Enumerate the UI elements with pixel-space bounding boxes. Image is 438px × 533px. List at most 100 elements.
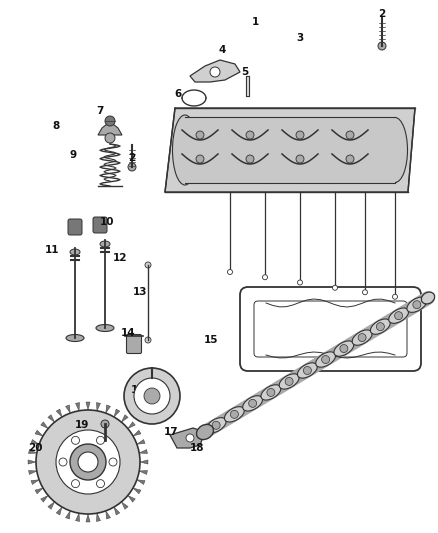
Polygon shape <box>35 488 43 494</box>
Polygon shape <box>66 405 70 413</box>
Ellipse shape <box>321 356 330 364</box>
Text: 17: 17 <box>164 427 178 437</box>
Polygon shape <box>86 402 90 410</box>
Polygon shape <box>96 402 100 411</box>
Circle shape <box>59 458 67 466</box>
Text: 14: 14 <box>121 328 135 338</box>
Text: 16: 16 <box>131 385 145 395</box>
Ellipse shape <box>382 117 407 182</box>
Ellipse shape <box>358 334 366 342</box>
Polygon shape <box>56 507 62 515</box>
Circle shape <box>145 337 151 343</box>
Circle shape <box>363 290 367 295</box>
Circle shape <box>134 378 170 414</box>
Text: 6: 6 <box>174 89 182 99</box>
Circle shape <box>71 480 80 488</box>
Polygon shape <box>31 440 39 444</box>
Circle shape <box>105 116 115 126</box>
Circle shape <box>186 434 194 442</box>
Circle shape <box>296 131 304 139</box>
Text: 11: 11 <box>45 245 59 255</box>
Polygon shape <box>28 449 37 454</box>
Ellipse shape <box>96 325 114 332</box>
Text: 15: 15 <box>204 335 218 345</box>
Ellipse shape <box>407 297 427 312</box>
Ellipse shape <box>224 407 244 422</box>
Polygon shape <box>56 409 62 417</box>
Circle shape <box>128 163 136 171</box>
Circle shape <box>124 368 180 424</box>
Text: 19: 19 <box>75 420 89 430</box>
Polygon shape <box>133 430 141 436</box>
Text: 10: 10 <box>100 217 114 227</box>
Text: 5: 5 <box>241 67 249 77</box>
Polygon shape <box>190 60 240 82</box>
Ellipse shape <box>340 344 348 352</box>
Ellipse shape <box>173 115 198 185</box>
Polygon shape <box>96 513 100 521</box>
Circle shape <box>70 444 106 480</box>
Polygon shape <box>128 496 135 502</box>
Circle shape <box>346 155 354 163</box>
Circle shape <box>96 437 105 445</box>
FancyBboxPatch shape <box>127 335 141 353</box>
Circle shape <box>346 131 354 139</box>
Circle shape <box>297 280 303 285</box>
Circle shape <box>210 67 220 77</box>
Polygon shape <box>114 507 120 515</box>
Text: 7: 7 <box>96 106 104 116</box>
Ellipse shape <box>66 335 84 342</box>
Polygon shape <box>66 511 70 519</box>
Polygon shape <box>31 480 39 484</box>
Text: 2: 2 <box>128 153 136 163</box>
Text: 18: 18 <box>190 443 204 453</box>
Polygon shape <box>137 440 145 444</box>
Circle shape <box>78 452 98 472</box>
Polygon shape <box>28 470 37 474</box>
Ellipse shape <box>285 377 293 385</box>
Ellipse shape <box>395 312 403 320</box>
Ellipse shape <box>352 330 372 345</box>
Polygon shape <box>75 402 80 411</box>
Circle shape <box>36 410 140 514</box>
Polygon shape <box>106 405 110 413</box>
Text: 2: 2 <box>378 9 385 19</box>
Polygon shape <box>106 511 110 519</box>
Polygon shape <box>139 470 148 474</box>
Ellipse shape <box>261 385 281 400</box>
Circle shape <box>392 294 398 299</box>
FancyBboxPatch shape <box>68 219 82 235</box>
Circle shape <box>262 274 268 280</box>
Ellipse shape <box>243 395 262 411</box>
Text: 3: 3 <box>297 33 304 43</box>
Text: 9: 9 <box>70 150 77 160</box>
Text: 1: 1 <box>251 17 258 27</box>
Polygon shape <box>48 415 55 422</box>
Circle shape <box>96 480 105 488</box>
Ellipse shape <box>70 249 80 255</box>
Ellipse shape <box>421 292 434 304</box>
Polygon shape <box>140 460 148 464</box>
Polygon shape <box>170 428 205 448</box>
Circle shape <box>109 458 117 466</box>
Circle shape <box>296 155 304 163</box>
Circle shape <box>246 155 254 163</box>
Circle shape <box>145 262 151 268</box>
Ellipse shape <box>100 241 110 247</box>
Polygon shape <box>41 422 48 429</box>
Circle shape <box>105 133 115 143</box>
Polygon shape <box>139 449 148 454</box>
Text: 13: 13 <box>133 287 147 297</box>
Ellipse shape <box>334 341 354 356</box>
Ellipse shape <box>376 322 385 330</box>
Polygon shape <box>185 117 395 183</box>
Polygon shape <box>121 415 128 422</box>
Ellipse shape <box>389 308 409 324</box>
Ellipse shape <box>316 352 336 367</box>
Polygon shape <box>75 513 80 521</box>
Polygon shape <box>48 502 55 509</box>
Text: 20: 20 <box>28 443 42 453</box>
Circle shape <box>196 131 204 139</box>
Polygon shape <box>114 409 120 417</box>
Circle shape <box>101 420 109 428</box>
